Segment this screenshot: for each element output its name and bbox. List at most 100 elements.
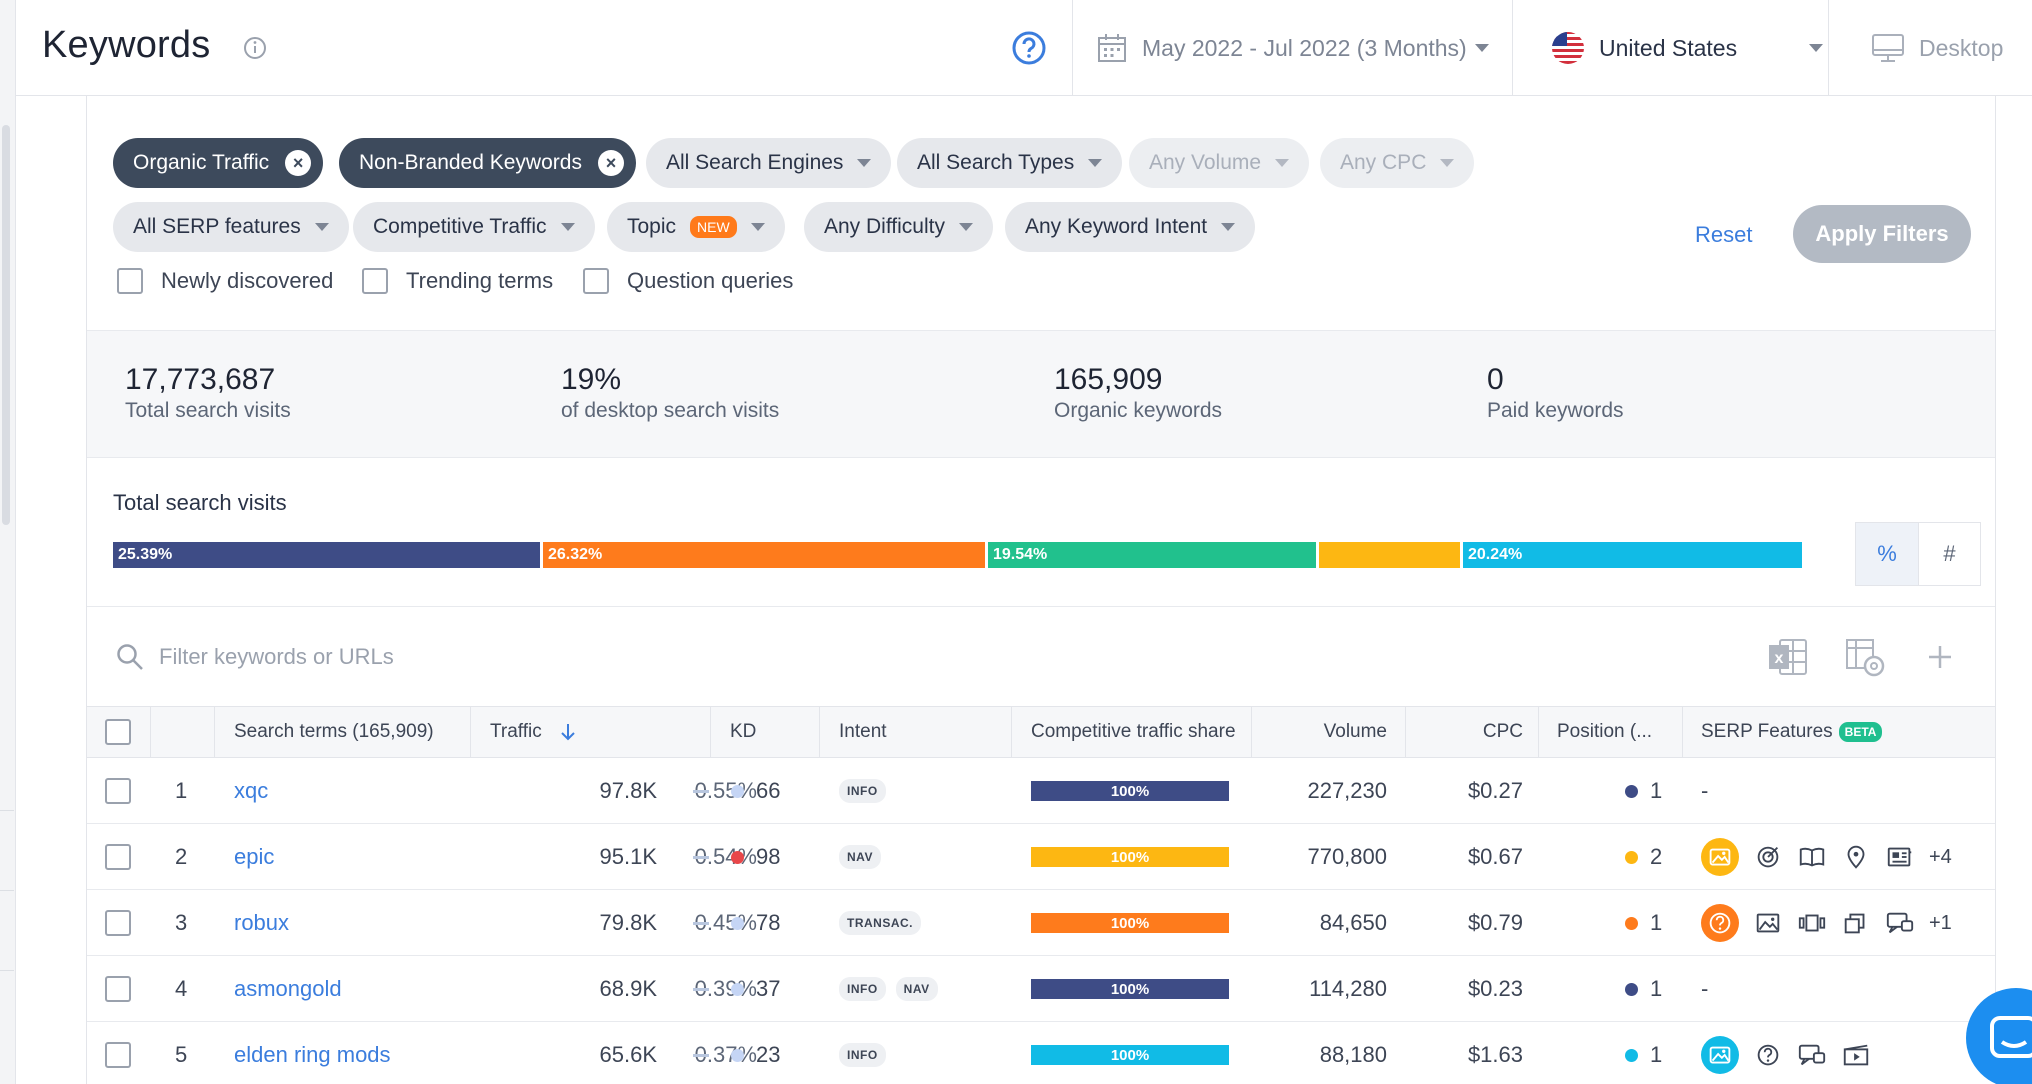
checkbox[interactable] xyxy=(362,268,388,294)
column-header-cpc[interactable]: CPC xyxy=(1482,721,1523,742)
chevron-down-icon xyxy=(750,223,765,231)
distribution-segment[interactable]: 19.54% xyxy=(988,542,1316,568)
table-row[interactable]: 3 robux 79.8K 0.45% 78 TRANSAC. 100% 84,650 $0.7… xyxy=(87,890,1995,956)
target-icon[interactable] xyxy=(1753,842,1783,872)
keyword-filter-input[interactable] xyxy=(159,637,1059,677)
chevron-down-icon xyxy=(857,159,872,167)
row-checkbox[interactable] xyxy=(105,844,131,870)
excel-export-icon[interactable]: x xyxy=(1765,634,1811,680)
apply-filters-button[interactable]: Apply Filters xyxy=(1793,205,1971,263)
reviews-icon[interactable] xyxy=(1797,1040,1827,1070)
table-row[interactable]: 2 epic 95.1K 0.54% 98 NAV 100% 770,800 $0.67 2 +4 xyxy=(87,824,1995,890)
table-row[interactable]: 4 asmongold 68.9K 0.39% 37 INFO NAV 100% 114,280… xyxy=(87,956,1995,1022)
stat-label: Organic keywords xyxy=(1054,399,1223,422)
keyword-link[interactable]: asmongold xyxy=(234,976,342,1001)
column-header-position[interactable]: Position (... xyxy=(1557,721,1653,742)
remove-filter-icon[interactable]: × xyxy=(597,150,624,176)
chevron-down-icon xyxy=(1088,159,1103,167)
keyword-link[interactable]: elden ring mods xyxy=(234,1042,391,1067)
remove-filter-icon[interactable]: × xyxy=(285,150,312,176)
question-icon[interactable] xyxy=(1753,1040,1783,1070)
book-icon[interactable] xyxy=(1797,842,1827,872)
dropdown-competitive-traffic[interactable]: Competitive Traffic xyxy=(353,202,595,252)
distribution-segment[interactable] xyxy=(1319,542,1460,568)
distribution-segment[interactable]: 25.39% xyxy=(113,542,540,568)
more-serp-count[interactable]: +4 xyxy=(1929,845,1952,868)
location-pin-icon[interactable] xyxy=(1841,842,1871,872)
table-row[interactable]: 1 xqc 97.8K 0.55% 66 INFO 100% 227,230 $0.27 1- xyxy=(87,758,1995,824)
more-serp-count[interactable]: +1 xyxy=(1929,911,1952,934)
select-all-checkbox[interactable] xyxy=(105,719,131,745)
calendar-icon xyxy=(1098,34,1126,62)
kd-dot xyxy=(731,1048,744,1062)
column-separator xyxy=(214,707,215,757)
distribution-segment[interactable]: 26.32% xyxy=(543,542,985,568)
country-label: United States xyxy=(1599,34,1738,61)
row-checkbox[interactable] xyxy=(105,910,131,936)
row-rank: 5 xyxy=(175,1042,188,1067)
help-icon[interactable] xyxy=(1011,30,1047,66)
filter-chip-organic-traffic[interactable]: Organic Traffic × xyxy=(113,138,324,188)
chevron-down-icon xyxy=(1474,44,1489,52)
image-pack-icon[interactable] xyxy=(1701,1036,1739,1074)
dropdown-cpc[interactable]: Any CPC xyxy=(1320,138,1475,188)
dropdown-serp-features[interactable]: All SERP features xyxy=(113,202,349,252)
date-range-selector[interactable]: May 2022 - Jul 2022 (3 Months) xyxy=(1096,28,1489,68)
reviews-icon[interactable] xyxy=(1885,908,1915,938)
left-scrollbar[interactable] xyxy=(2,125,10,525)
dropdown-label: Any Keyword Intent xyxy=(1025,215,1208,238)
dropdown-search-types[interactable]: All Search Types xyxy=(897,138,1123,188)
distribution-segment[interactable]: 20.24% xyxy=(1463,542,1802,568)
column-header-competitive-share[interactable]: Competitive traffic share xyxy=(1031,721,1236,742)
chip-label: Non-Branded Keywords xyxy=(359,151,582,174)
reset-button[interactable]: Reset xyxy=(1695,222,1753,247)
stack-icon[interactable] xyxy=(1841,908,1871,938)
checkbox-question-queries[interactable]: Question queries xyxy=(583,268,793,294)
filter-chip-non-branded[interactable]: Non-Branded Keywords × xyxy=(339,138,636,188)
checkbox[interactable] xyxy=(117,268,143,294)
add-icon[interactable] xyxy=(1917,634,1963,680)
column-header-intent[interactable]: Intent xyxy=(839,721,887,742)
distribution-title: Total search visits xyxy=(113,490,287,515)
position-dot xyxy=(1625,916,1638,930)
keyword-link[interactable]: xqc xyxy=(234,778,269,803)
row-checkbox[interactable] xyxy=(105,778,131,804)
row-checkbox[interactable] xyxy=(105,976,131,1002)
row-checkbox[interactable] xyxy=(105,1042,131,1068)
video-icon[interactable] xyxy=(1841,1040,1871,1070)
volume-value: 88,180 xyxy=(1319,1042,1387,1067)
carousel-icon[interactable] xyxy=(1797,908,1827,938)
dropdown-volume[interactable]: Any Volume xyxy=(1129,138,1310,188)
image-pack-icon[interactable] xyxy=(1701,838,1739,876)
competitive-share-bar: 100% xyxy=(1031,979,1229,999)
column-header-kd[interactable]: KD xyxy=(730,721,757,742)
keyword-link[interactable]: epic xyxy=(234,844,275,869)
question-icon[interactable] xyxy=(1701,904,1739,942)
info-icon[interactable] xyxy=(242,35,268,61)
checkbox-trending-terms[interactable]: Trending terms xyxy=(362,268,553,294)
checkbox-newly-discovered[interactable]: Newly discovered xyxy=(117,268,333,294)
dropdown-search-engines[interactable]: All Search Engines xyxy=(646,138,892,188)
dropdown-keyword-intent[interactable]: Any Keyword Intent xyxy=(1005,202,1256,252)
no-serp-features: - xyxy=(1701,778,1709,803)
column-header-volume[interactable]: Volume xyxy=(1323,721,1387,742)
checkbox[interactable] xyxy=(583,268,609,294)
keyword-link[interactable]: robux xyxy=(234,910,290,935)
cpc-value: $0.23 xyxy=(1467,976,1523,1001)
dropdown-topic[interactable]: Topic NEW xyxy=(607,202,785,252)
row-rank: 4 xyxy=(175,976,188,1001)
news-icon[interactable] xyxy=(1885,842,1915,872)
page-header: Keywords May 2022 - Jul 2022 (3 Months) xyxy=(16,0,2032,96)
dropdown-label: All Search Engines xyxy=(666,151,844,174)
column-header-traffic[interactable]: Traffic xyxy=(490,707,577,757)
device-selector[interactable]: Desktop xyxy=(1871,28,2003,68)
count-toggle-button[interactable]: # xyxy=(1917,523,1980,585)
percent-toggle-button[interactable]: % xyxy=(1856,523,1918,585)
table-row[interactable]: 5 elden ring mods 65.6K 0.37% 23 INFO 100% 88,1… xyxy=(87,1022,1995,1084)
image-icon[interactable] xyxy=(1753,908,1783,938)
column-settings-icon[interactable] xyxy=(1843,634,1889,680)
column-header-search-terms[interactable]: Search terms (165,909) xyxy=(234,721,434,742)
column-header-serp-features[interactable]: SERP Features BETA xyxy=(1701,707,1883,757)
dropdown-difficulty[interactable]: Any Difficulty xyxy=(804,202,993,252)
country-selector[interactable]: United States xyxy=(1551,28,1823,68)
